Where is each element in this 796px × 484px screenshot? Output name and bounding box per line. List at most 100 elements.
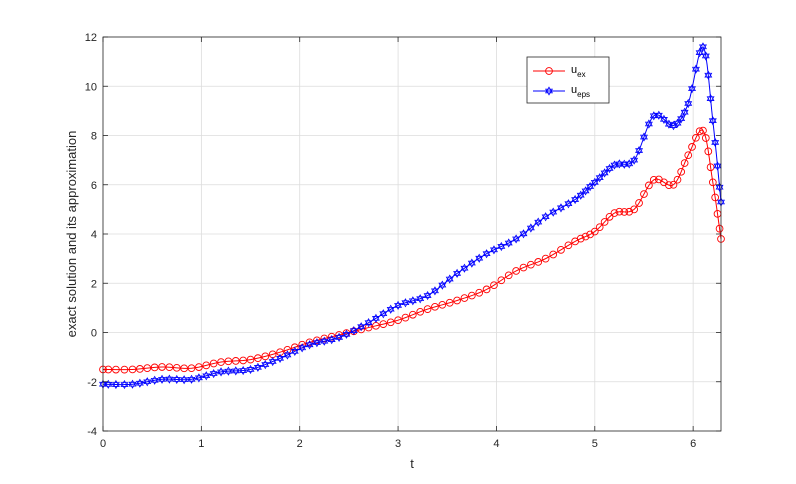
data-point-eps bbox=[704, 70, 713, 80]
data-point-eps bbox=[713, 161, 722, 171]
data-point-ex bbox=[605, 212, 614, 221]
data-point-eps bbox=[701, 51, 710, 61]
data-point-ex bbox=[150, 363, 159, 372]
data-point-eps bbox=[312, 338, 321, 348]
data-point-ex bbox=[195, 363, 203, 371]
data-point-ex bbox=[677, 167, 686, 176]
legend-marker bbox=[545, 86, 553, 96]
data-point-ex bbox=[699, 126, 707, 135]
data-point-eps bbox=[586, 181, 595, 192]
data-point-ex bbox=[541, 254, 550, 263]
data-point-eps bbox=[298, 343, 307, 353]
data-point-eps bbox=[135, 378, 144, 388]
data-point-eps bbox=[630, 155, 639, 165]
data-point-ex bbox=[379, 320, 388, 328]
data-point-ex bbox=[254, 354, 262, 362]
data-point-ex bbox=[394, 316, 402, 325]
data-point-eps bbox=[711, 137, 720, 148]
data-point-ex bbox=[490, 281, 498, 290]
data-point-ex bbox=[261, 352, 270, 361]
data-point-eps bbox=[290, 346, 299, 356]
data-point-ex bbox=[224, 357, 233, 366]
data-point-ex bbox=[320, 334, 329, 343]
data-point-eps bbox=[625, 159, 634, 169]
legend-label: ueps bbox=[571, 84, 590, 99]
data-point-ex bbox=[158, 363, 166, 371]
data-point-ex bbox=[482, 285, 491, 294]
data-point-eps bbox=[357, 322, 366, 332]
data-point-eps bbox=[691, 64, 700, 74]
data-point-eps bbox=[698, 42, 707, 52]
data-point-eps bbox=[534, 217, 543, 227]
y-tick-label: -2 bbox=[87, 377, 97, 389]
data-point-ex bbox=[615, 207, 624, 216]
data-point-eps bbox=[438, 280, 447, 290]
data-point-eps bbox=[564, 199, 573, 209]
data-point-ex bbox=[231, 357, 240, 365]
y-axis-label: exact solution and its approximation bbox=[64, 131, 79, 338]
data-point-eps bbox=[595, 173, 604, 183]
data-point-ex bbox=[610, 209, 619, 217]
data-point-ex bbox=[708, 178, 717, 187]
data-point-ex bbox=[620, 208, 629, 216]
legend-marker bbox=[545, 67, 553, 75]
data-point-ex bbox=[120, 365, 129, 374]
data-point-ex bbox=[112, 365, 120, 374]
data-point-ex bbox=[128, 365, 137, 374]
data-point-ex bbox=[453, 296, 461, 305]
data-point-ex bbox=[711, 193, 720, 202]
data-point-ex bbox=[557, 246, 565, 254]
data-point-eps bbox=[120, 379, 129, 390]
data-point-ex bbox=[695, 127, 704, 136]
data-point-eps bbox=[475, 253, 484, 263]
data-point-eps bbox=[706, 94, 715, 104]
data-point-eps bbox=[342, 329, 351, 339]
data-point-eps bbox=[482, 249, 491, 259]
data-point-eps bbox=[677, 114, 686, 124]
data-point-eps bbox=[253, 362, 262, 372]
data-point-ex bbox=[680, 159, 689, 167]
data-point-eps bbox=[453, 268, 462, 279]
data-point-ex bbox=[581, 232, 590, 241]
y-tick-label: 6 bbox=[91, 180, 97, 192]
data-point-eps bbox=[512, 234, 521, 244]
data-point-eps bbox=[695, 48, 704, 58]
data-point-ex bbox=[246, 355, 255, 364]
data-point-eps bbox=[379, 309, 388, 319]
data-point-ex bbox=[692, 133, 700, 142]
data-point-eps bbox=[519, 229, 528, 239]
data-point-ex bbox=[408, 310, 417, 319]
data-point-ex bbox=[165, 363, 174, 372]
data-point-eps bbox=[684, 98, 693, 109]
data-point-eps bbox=[467, 258, 476, 268]
data-point-eps bbox=[556, 203, 565, 213]
legend-label-main: u bbox=[571, 84, 577, 96]
data-point-eps bbox=[497, 241, 506, 252]
data-point-eps bbox=[335, 332, 344, 343]
data-point-eps bbox=[571, 194, 580, 205]
data-point-eps bbox=[320, 336, 329, 346]
data-point-eps bbox=[150, 375, 159, 385]
data-point-eps bbox=[202, 371, 211, 381]
data-point-ex bbox=[706, 163, 715, 172]
data-point-ex bbox=[460, 294, 469, 302]
data-point-ex bbox=[386, 318, 395, 327]
y-tick-label: -4 bbox=[87, 426, 97, 438]
data-point-eps bbox=[231, 366, 240, 376]
data-point-ex bbox=[239, 356, 248, 365]
data-point-ex bbox=[217, 358, 225, 366]
legend-item-ex: uex bbox=[533, 64, 586, 79]
legend-item-eps: ueps bbox=[533, 84, 590, 99]
data-point-ex bbox=[527, 260, 535, 269]
data-point-eps bbox=[261, 359, 270, 370]
y-tick-label: 10 bbox=[85, 81, 97, 93]
data-point-eps bbox=[581, 186, 590, 196]
data-point-ex bbox=[590, 227, 599, 236]
data-point-ex bbox=[313, 336, 321, 345]
data-point-eps bbox=[460, 263, 469, 273]
data-point-ex bbox=[512, 267, 520, 275]
data-point-eps bbox=[489, 245, 498, 255]
data-point-eps bbox=[639, 132, 648, 142]
legend: uex ueps bbox=[526, 56, 610, 104]
data-point-ex bbox=[645, 181, 653, 190]
